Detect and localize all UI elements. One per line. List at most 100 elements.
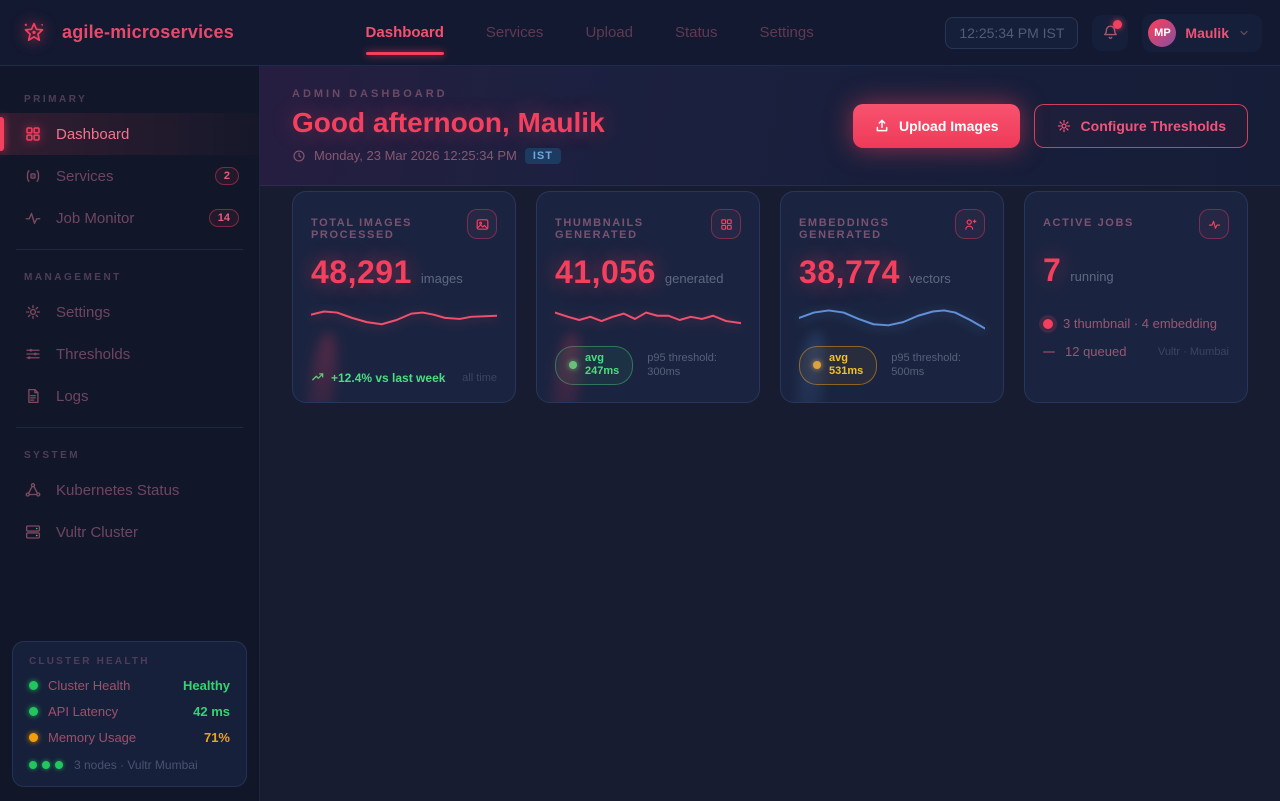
stat-unit: running [1070,269,1114,284]
sidebar-item-label: Job Monitor [56,209,135,227]
stat-value: 7 [1043,252,1062,288]
avg-latency-pill: avg 247ms [555,345,634,385]
sidebar-item-job-monitor[interactable]: Job Monitor 14 [0,197,259,239]
sparkline-chart [799,303,985,337]
timezone-badge: IST [524,147,561,164]
avg-latency-pill: avg 531ms [799,345,878,385]
sidebar-item-kubernetes-status[interactable]: Kubernetes Status [0,469,259,511]
stat-value: 38,774 [799,254,900,290]
gear-icon [24,303,42,321]
services-badge: 2 [214,167,239,185]
status-dot-amber [813,361,821,370]
server-icon [24,523,42,541]
nodes-icon [24,481,42,499]
threshold-note: p95 threshold: 300ms [647,351,717,379]
sliders-icon [24,345,42,363]
cluster-health-row: API Latency 42 ms [29,704,230,719]
nav-link-services[interactable]: Services [485,24,544,41]
sparkline-chart [555,303,741,337]
upload-images-button[interactable]: Upload Images [852,103,1020,148]
card-total-images-processed: TOTAL IMAGES PROCESSED 48,291 images [292,191,516,403]
sidebar-item-dashboard[interactable]: Dashboard [0,113,259,155]
clock-display: 12:25:34 PM IST [945,16,1079,49]
file-text-icon [24,387,42,405]
card-title: EMBEDDINGS GENERATED [799,217,890,241]
cluster-row-value: Healthy [183,678,230,693]
sparkline-chart [311,303,497,337]
job-queued: 12 queued [1065,344,1127,359]
job-queued-row: 12 queued Vultr · Mumbai [1043,344,1229,359]
upload-icon [874,118,890,134]
top-navbar: agile-microservices Dashboard Services U… [0,0,1280,66]
node-dot [55,761,63,769]
stat-unit: images [420,271,463,286]
nav-link-dashboard[interactable]: Dashboard [365,18,445,55]
decorative-ribbon [301,331,341,402]
notifications-button[interactable] [1092,14,1129,51]
user-menu[interactable]: MP Maulik [1142,13,1262,52]
page-header-left: ADMIN DASHBOARD Good afternoon, Maulik M… [292,88,605,164]
sidebar-item-vultr-cluster[interactable]: Vultr Cluster [0,511,259,553]
status-dot-green [29,681,38,690]
grid-icon [711,209,741,239]
sidebar-section-management: MANAGEMENT [24,272,122,283]
job-breakdown-row: 3 thumbnail · 4 embedding [1043,316,1229,331]
card-active-jobs: ACTIVE JOBS 7 running [1024,191,1248,403]
stat-value: 41,056 [555,254,656,290]
configure-thresholds-button[interactable]: Configure Thresholds [1033,103,1248,148]
nav-link-upload[interactable]: Upload [585,24,633,41]
brand[interactable]: agile-microservices [18,17,234,49]
stat-cards: TOTAL IMAGES PROCESSED 48,291 images [260,186,1280,403]
pill-label: avg [585,351,604,364]
sidebar-item-services[interactable]: Services 2 [0,155,259,197]
status-dot-rose [1043,318,1053,329]
notification-dot [1113,19,1123,29]
sidebar-item-logs[interactable]: Logs [0,375,259,417]
card-thumbnails-generated: THUMBNAILS GENERATED 41,056 generated [536,191,760,403]
page-title: Good afternoon, Maulik [292,106,605,138]
main-content: ADMIN DASHBOARD Good afternoon, Maulik M… [260,66,1280,801]
cluster-nodes-row: 3 nodes · Vultr Mumbai [29,758,230,772]
sidebar-item-label: Thresholds [56,345,131,363]
sidebar-item-label: Dashboard [56,125,130,143]
threshold-note: p95 threshold: 500ms [891,351,961,379]
job-breakdown: 3 thumbnail · 4 embedding [1063,316,1217,331]
sidebar-section-primary: PRIMARY [24,94,88,105]
navbar-right: 12:25:34 PM IST MP Maulik [945,13,1262,52]
sidebar-item-settings[interactable]: Settings [0,291,259,333]
cluster-health-title: CLUSTER HEALTH [29,656,150,667]
trend-up-icon [311,371,325,385]
dash-icon [1043,350,1055,353]
trend-note: all time [462,372,497,384]
node-dot [29,761,37,769]
activity-icon [24,209,42,227]
nav-links: Dashboard Services Upload Status Setting… [365,18,814,55]
sidebar-item-label: Vultr Cluster [56,523,138,541]
page-eyebrow: ADMIN DASHBOARD [292,87,448,100]
sidebar-divider [16,249,243,250]
nav-link-status[interactable]: Status [674,24,718,41]
sidebar-item-label: Kubernetes Status [56,481,180,499]
date-row: Monday, 23 Mar 2026 12:25:34 PM IST [292,147,605,164]
status-dot-green [29,707,38,716]
bell-icon [1101,23,1120,42]
node-dot [42,761,50,769]
stat-value: 48,291 [311,254,412,290]
status-dot-green [569,361,577,370]
job-monitor-badge: 14 [208,209,239,227]
card-title: TOTAL IMAGES PROCESSED [311,217,413,241]
cluster-nodes-label: 3 nodes · Vultr Mumbai [74,758,198,772]
page-header: ADMIN DASHBOARD Good afternoon, Maulik M… [260,66,1280,186]
pill-value: 247ms [585,365,620,378]
header-actions: Upload Images Configure Thresholds [852,103,1248,148]
sidebar-divider [16,427,243,428]
cluster-row-label: Cluster Health [48,678,131,693]
sidebar-item-label: Services [56,167,114,185]
nav-link-settings[interactable]: Settings [759,24,814,41]
cluster-row-value: 71% [203,730,230,745]
activity-icon [1199,209,1229,239]
job-location: Vultr · Mumbai [1157,345,1229,358]
sidebar-item-thresholds[interactable]: Thresholds [0,333,259,375]
card-embeddings-generated: EMBEDDINGS GENERATED 38,774 vectors [780,191,1004,403]
